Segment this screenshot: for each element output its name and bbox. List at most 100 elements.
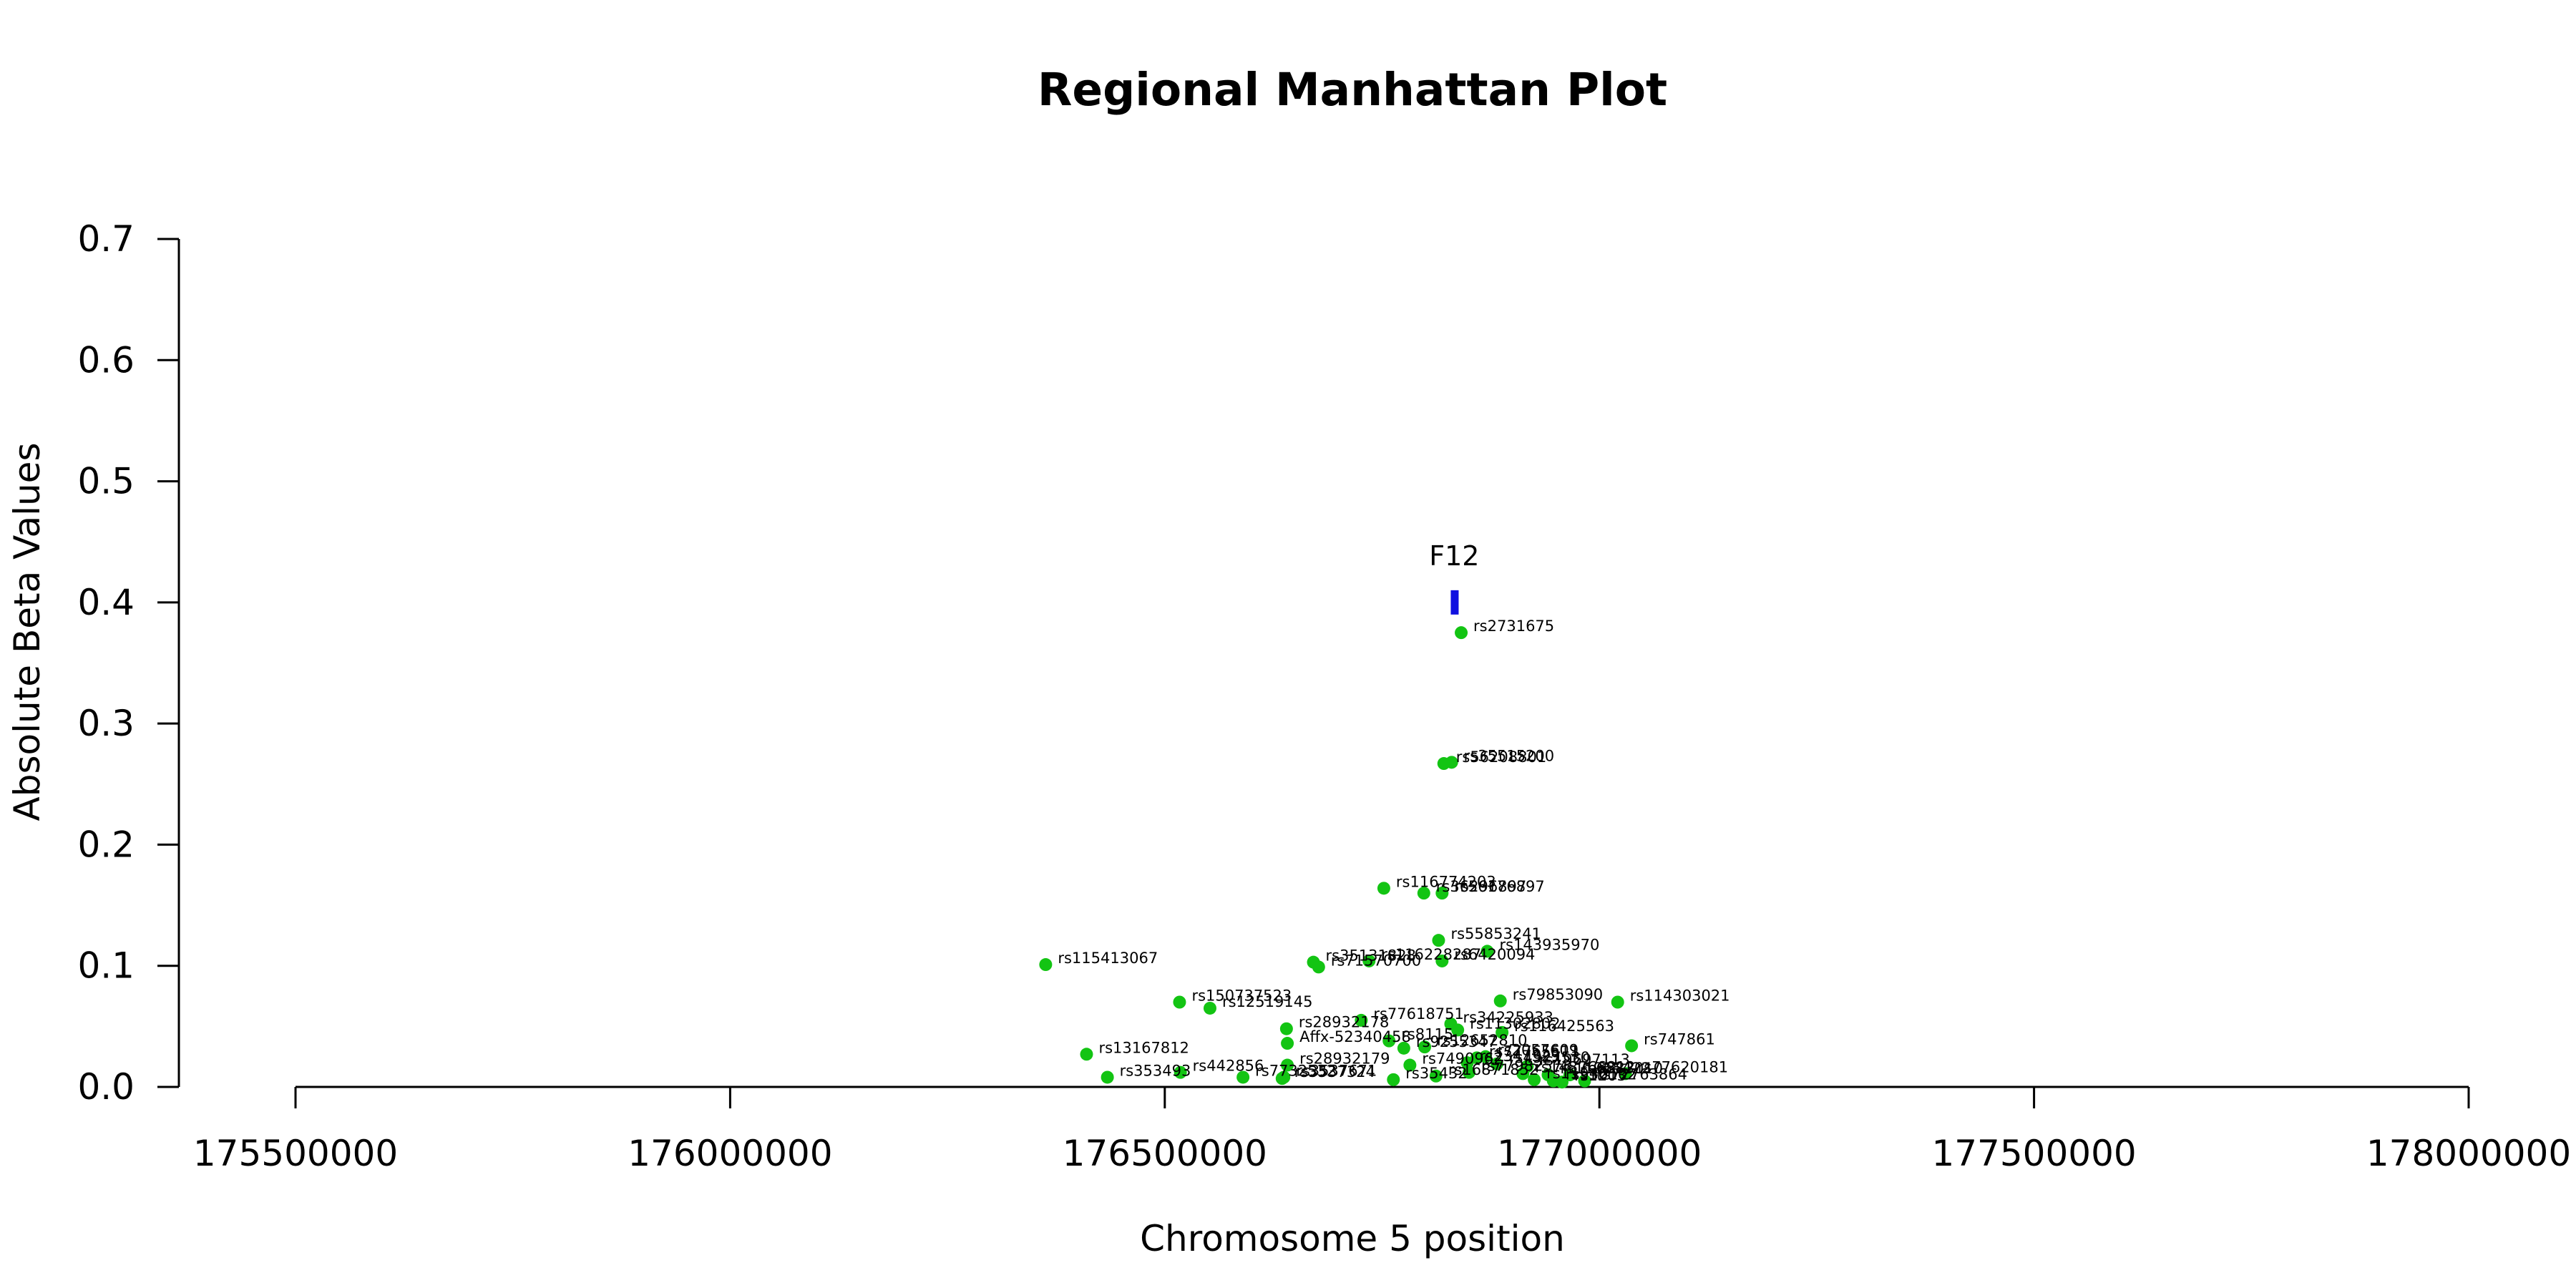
y-tick-label: 0.1 bbox=[77, 945, 135, 987]
snp-point bbox=[1355, 1013, 1368, 1027]
snp-label: rs11548 bbox=[1546, 1065, 1608, 1082]
snp-label: rs71570700 bbox=[1331, 952, 1421, 969]
y-tick-label: 0.7 bbox=[77, 218, 135, 260]
snp-label: rs116228287 bbox=[1381, 946, 1481, 963]
snp-point bbox=[1039, 958, 1053, 972]
snp-point bbox=[1437, 757, 1450, 771]
snp-label: rs55853241 bbox=[1450, 925, 1541, 942]
snp-label: rs150737523 bbox=[1191, 987, 1292, 1005]
snp-point bbox=[1528, 1073, 1541, 1086]
snp-label: rs3537324 bbox=[1294, 1063, 1375, 1080]
snp-label: rs16871852 bbox=[1448, 1061, 1538, 1078]
y-tick-label: 0.2 bbox=[77, 824, 135, 865]
snp-label: rs9255347 bbox=[1416, 1033, 1497, 1050]
snp-point bbox=[1275, 1072, 1289, 1085]
snp-point bbox=[1625, 1039, 1639, 1053]
snp-point bbox=[1490, 1057, 1503, 1070]
snp-label: rs77765511 bbox=[1489, 1043, 1579, 1060]
snp-point bbox=[1312, 960, 1325, 974]
snp-label: rs116774203 bbox=[1396, 873, 1496, 890]
snp-point bbox=[1236, 1070, 1250, 1084]
y-axis-label: Absolute Beta Values bbox=[6, 443, 48, 821]
snp-label: rs12519145 bbox=[1222, 993, 1312, 1010]
snp-point bbox=[1403, 1058, 1417, 1072]
snp-point bbox=[1455, 626, 1468, 640]
snp-label: rs56176897 bbox=[1454, 878, 1544, 895]
snp-point bbox=[1516, 1067, 1530, 1080]
gene-track: F12 bbox=[1429, 540, 1479, 615]
x-tick-label: 177000000 bbox=[1497, 1133, 1702, 1174]
snp-label: rs4927530 bbox=[1509, 1049, 1590, 1066]
snp-point bbox=[1429, 1069, 1443, 1083]
snp-point bbox=[1281, 1058, 1294, 1072]
snp-label: rs747861 bbox=[1644, 1030, 1715, 1048]
y-tick-label: 0.6 bbox=[77, 339, 135, 381]
snp-label: rs114303021 bbox=[1630, 987, 1730, 1005]
snp-point bbox=[1480, 945, 1494, 958]
snp-label: rs7490962 bbox=[1422, 1050, 1503, 1068]
snp-point bbox=[1578, 1074, 1591, 1088]
snp-label: rs19697113 bbox=[1539, 1051, 1629, 1068]
x-axis-label: Chromosome 5 position bbox=[1140, 1218, 1565, 1259]
snp-label: rs13167812 bbox=[1098, 1039, 1189, 1056]
snp-label: rs116425563 bbox=[1514, 1018, 1614, 1035]
snp-point bbox=[1435, 887, 1449, 900]
snp-label: rs77982573 bbox=[1481, 1058, 1571, 1075]
y-tick-label: 0.0 bbox=[77, 1066, 135, 1108]
snp-points bbox=[1039, 626, 1639, 1089]
snp-point bbox=[1377, 882, 1390, 895]
snp-label: rs35515200 bbox=[1464, 747, 1554, 764]
axes: 175500000 176000000 176500000 177000000 1775… bbox=[77, 218, 2571, 1174]
snp-label: rs36296897 bbox=[1436, 878, 1526, 895]
x-tick-label: 176000000 bbox=[628, 1133, 832, 1174]
snp-point bbox=[1555, 1075, 1568, 1089]
y-tick-label: 0.3 bbox=[77, 703, 135, 744]
snp-label: rs28932179 bbox=[1299, 1050, 1390, 1068]
x-tick-label: 178000000 bbox=[2366, 1133, 2571, 1174]
gene-label: F12 bbox=[1429, 540, 1479, 572]
snp-label: rs56208801 bbox=[1456, 748, 1546, 766]
snp-point bbox=[1281, 1037, 1294, 1050]
snp-point bbox=[1493, 994, 1507, 1008]
snp-label: rs1203 bbox=[1574, 1067, 1626, 1084]
snp-label: rs79853090 bbox=[1513, 986, 1603, 1003]
snp-point bbox=[1418, 1040, 1432, 1054]
snp-point bbox=[1417, 887, 1430, 900]
y-tick-label: 0.4 bbox=[77, 582, 135, 623]
chart-title: Regional Manhattan Plot bbox=[1038, 64, 1667, 116]
snp-label: rs12652810 bbox=[1437, 1032, 1527, 1049]
x-tick-label: 175500000 bbox=[193, 1133, 398, 1174]
snp-label: rs77618751 bbox=[1373, 1005, 1463, 1023]
snp-point bbox=[1203, 1001, 1216, 1015]
snp-label: rs35131828 bbox=[1326, 947, 1416, 965]
snp-point bbox=[1279, 1022, 1293, 1035]
x-tick-label: 177500000 bbox=[1931, 1133, 2136, 1174]
snp-label: rs3537671 bbox=[1296, 1062, 1377, 1079]
snp-point bbox=[1362, 954, 1376, 967]
snp-label: rs930102 bbox=[1566, 1066, 1637, 1083]
snp-label: rs34225933 bbox=[1463, 1009, 1553, 1026]
snp-label: rs143935970 bbox=[1499, 936, 1599, 953]
snp-label: rs148766812 bbox=[1535, 1058, 1635, 1075]
snp-point bbox=[1451, 1023, 1465, 1037]
snp-label: rs2057609 bbox=[1498, 1042, 1579, 1059]
snp-label: rs8115 bbox=[1401, 1026, 1453, 1043]
snp-label: rs442856 bbox=[1193, 1058, 1264, 1075]
x-tick-label: 176500000 bbox=[1063, 1133, 1267, 1174]
snp-label: Affx-52340458 bbox=[1299, 1028, 1411, 1045]
snp-point bbox=[1435, 954, 1449, 967]
snp-label: rs6420094 bbox=[1454, 946, 1535, 963]
snp-point bbox=[1080, 1048, 1093, 1061]
snp-label: rs6883010 bbox=[1582, 1060, 1663, 1077]
snp-point bbox=[1611, 995, 1624, 1009]
snp-point bbox=[1173, 995, 1186, 1009]
snp-label: rs353493 bbox=[1120, 1062, 1191, 1079]
gene-bar bbox=[1450, 590, 1459, 615]
snp-point bbox=[1174, 1065, 1187, 1079]
snp-label: rs2347529 bbox=[1480, 1048, 1561, 1065]
snp-label: rs7732532 bbox=[1255, 1062, 1336, 1079]
snp-point bbox=[1397, 1041, 1410, 1055]
snp-point bbox=[1619, 1067, 1632, 1080]
